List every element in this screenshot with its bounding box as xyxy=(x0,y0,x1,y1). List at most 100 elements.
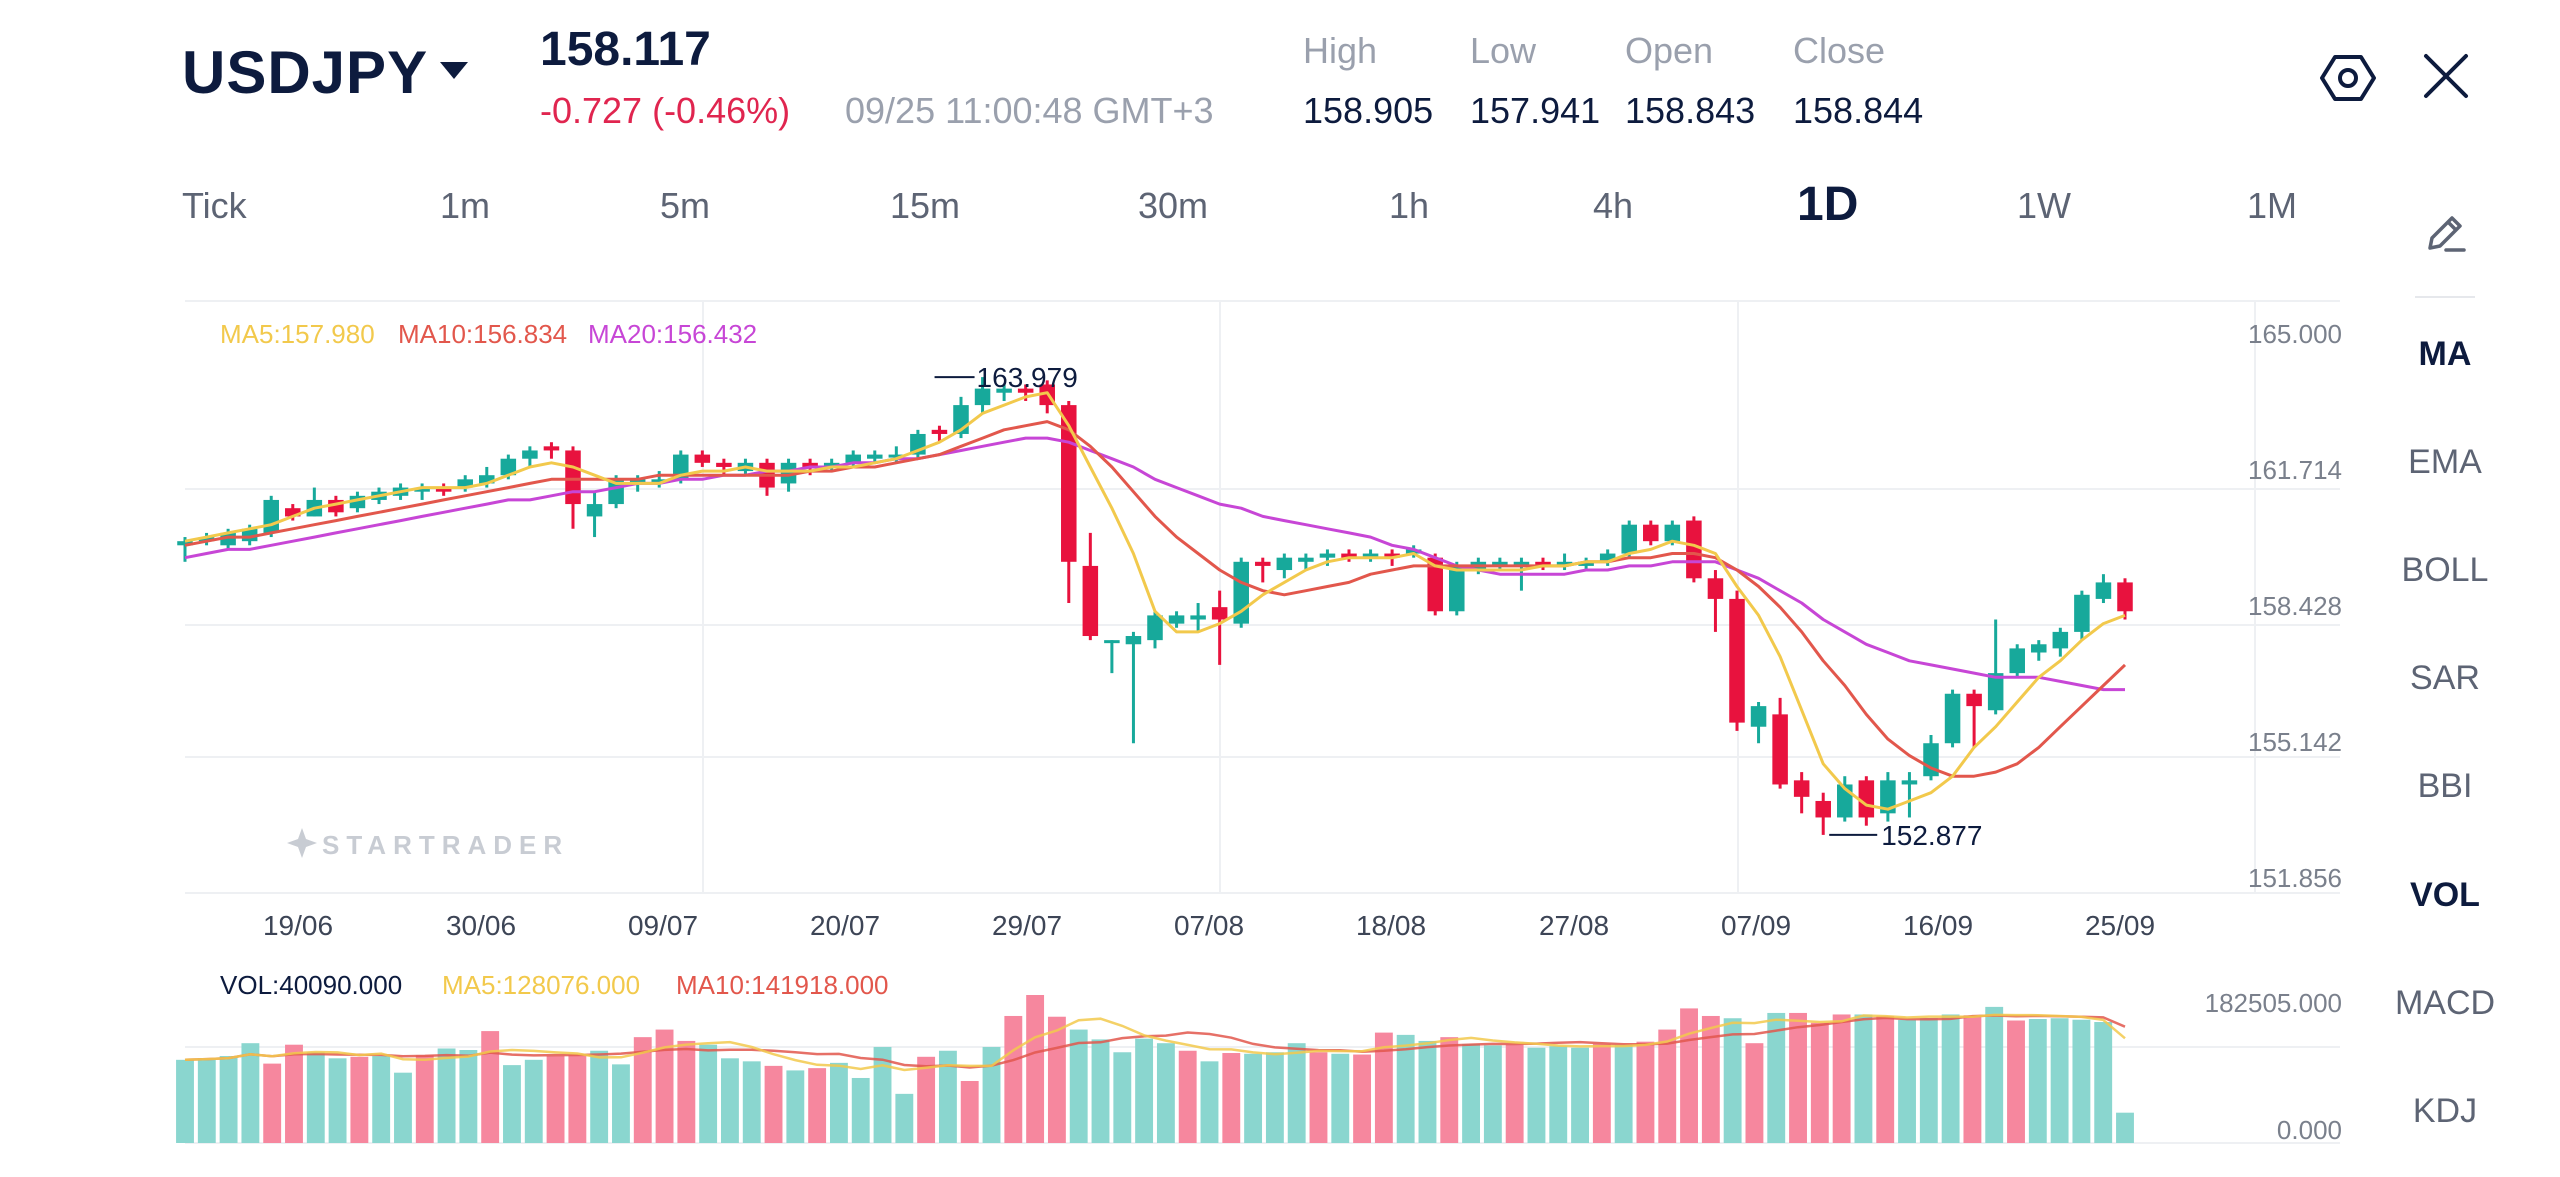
stat-low-label: Low xyxy=(1470,30,1537,71)
watermark: STARTRADER xyxy=(287,828,562,860)
draw-pen-icon[interactable] xyxy=(2420,210,2468,258)
vol-axis-label: 0.000 xyxy=(2277,1115,2342,1145)
stat-open-label: Open xyxy=(1625,30,1714,71)
candle-body xyxy=(177,541,193,546)
volume-bar xyxy=(1091,1039,1110,1143)
volume-bar xyxy=(895,1093,914,1143)
volume-bar xyxy=(1680,1008,1698,1143)
x-axis-date: 09/07 xyxy=(628,910,698,941)
timeframe-30m[interactable]: 30m xyxy=(1138,185,1209,226)
price-axis-label: 151.856 xyxy=(2248,863,2342,893)
timeframe-1d[interactable]: 1D xyxy=(1797,178,1859,231)
volume-bar xyxy=(2094,1022,2113,1143)
candle-body xyxy=(1858,780,1875,818)
timeframe-4h[interactable]: 4h xyxy=(1593,185,1634,226)
candle-body xyxy=(1750,706,1767,727)
candle-body xyxy=(1556,561,1573,566)
x-axis-date: 29/07 xyxy=(992,910,1062,941)
price-change: -0.727 (-0.46%) xyxy=(540,90,791,131)
indicator-kdj[interactable]: KDJ xyxy=(2412,1092,2478,1130)
x-axis-date: 27/08 xyxy=(1539,910,1609,941)
symbol-dropdown-caret-icon[interactable] xyxy=(440,62,468,79)
timeframe-15m[interactable]: 15m xyxy=(890,185,961,226)
volume-bar xyxy=(197,1058,216,1143)
ma10-line xyxy=(184,420,2127,778)
x-axis-date: 16/09 xyxy=(1903,910,1973,941)
candle-body xyxy=(565,450,581,505)
volume-bar xyxy=(1614,1044,1633,1143)
timeframe-1h[interactable]: 1h xyxy=(1389,185,1430,226)
price-axis-label: 165.000 xyxy=(2248,319,2342,349)
volume-bar xyxy=(1222,1053,1241,1143)
indicator-macd[interactable]: MACD xyxy=(2394,984,2496,1022)
candle-body xyxy=(1082,565,1099,637)
volume-bar xyxy=(1723,1018,1742,1143)
candle-body xyxy=(1664,524,1681,542)
volume-bar xyxy=(1047,1016,1066,1143)
volume-bar xyxy=(2050,1018,2069,1143)
volume-bar xyxy=(1331,1053,1350,1143)
vol-ma5-line xyxy=(184,1013,2126,1072)
price-axis-label: 155.142 xyxy=(2248,727,2342,757)
price-axis-label: 161.714 xyxy=(2248,455,2342,485)
volume-bar xyxy=(437,1048,456,1143)
volume-bar xyxy=(1069,1029,1088,1143)
volume-bar xyxy=(1505,1044,1524,1143)
volume-bar xyxy=(1941,1014,1960,1143)
candle-body xyxy=(198,537,215,542)
volume-bar xyxy=(590,1050,609,1143)
candle-body xyxy=(802,462,818,467)
volume-bar xyxy=(1571,1047,1589,1143)
volume-bar xyxy=(503,1065,521,1143)
x-axis-date: 07/08 xyxy=(1174,910,1244,941)
indicator-bbi[interactable]: BBI xyxy=(2417,767,2473,805)
timeframe-1w[interactable]: 1W xyxy=(2017,185,2071,226)
volume-bar xyxy=(481,1031,500,1143)
volume-bars xyxy=(176,995,2134,1143)
settings-hexagon-icon[interactable] xyxy=(2320,50,2376,106)
candle-body xyxy=(1190,615,1206,620)
candle-body xyxy=(1384,553,1400,558)
candle-body xyxy=(1880,780,1896,814)
volume-bar xyxy=(350,1056,369,1143)
candle-body xyxy=(2052,631,2069,649)
candle-body xyxy=(1987,673,2004,711)
volume-bar xyxy=(285,1044,303,1143)
candle-body xyxy=(694,454,711,463)
indicator-ema[interactable]: EMA xyxy=(2408,443,2482,481)
timeframe-1m[interactable]: 1m xyxy=(440,185,491,226)
candle-body xyxy=(629,479,646,484)
volume-bar xyxy=(699,1044,718,1143)
candle-body xyxy=(522,450,538,459)
volume-bar xyxy=(263,1063,282,1143)
quote-timestamp: 09/25 11:00:48 GMT+3 xyxy=(845,90,1214,131)
timeframe-1mo[interactable]: 1M xyxy=(2247,185,2298,226)
candle-body xyxy=(888,454,905,458)
volume-bar xyxy=(1374,1032,1393,1143)
indicator-boll[interactable]: BOLL xyxy=(2401,551,2489,589)
candle-body xyxy=(1707,578,1724,599)
timeframe-tick[interactable]: Tick xyxy=(182,185,247,226)
volume-bar xyxy=(546,1056,565,1143)
indicator-ma[interactable]: MA xyxy=(2418,335,2472,373)
indicator-sar[interactable]: SAR xyxy=(2410,659,2480,697)
volume-bar xyxy=(786,1070,805,1143)
candle-body xyxy=(1276,557,1293,571)
symbol-name[interactable]: USDJPY xyxy=(182,39,429,106)
close-icon[interactable] xyxy=(2420,50,2472,102)
volume-bar xyxy=(1549,1046,1568,1143)
x-axis-date: 19/06 xyxy=(263,910,333,941)
candle-body xyxy=(285,508,301,517)
candle-body xyxy=(2117,582,2133,612)
candle-body xyxy=(1017,388,1034,393)
timeframe-5m[interactable]: 5m xyxy=(660,185,711,226)
chart-grid xyxy=(185,300,2340,1144)
indicator-vol[interactable]: VOL xyxy=(2410,876,2480,914)
candle-body xyxy=(823,462,840,467)
candle-body xyxy=(500,458,517,476)
volume-bar xyxy=(1462,1043,1481,1143)
volume-bar xyxy=(721,1058,739,1143)
volume-bar xyxy=(1636,1041,1655,1143)
stat-close-value: 158.844 xyxy=(1793,90,1924,131)
